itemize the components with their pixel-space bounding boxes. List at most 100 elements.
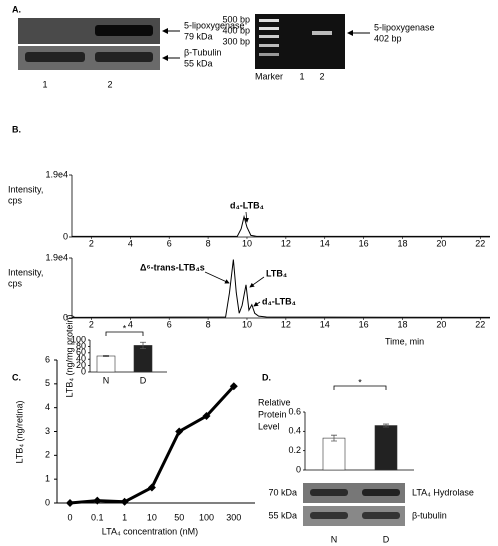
- peak-arrow: [253, 301, 261, 307]
- x-tick-label: 12: [281, 238, 291, 248]
- peak-label: Δ⁶-trans-LTB₄s: [140, 262, 205, 272]
- x-tick-label: 12: [281, 319, 291, 329]
- blot-size: 70 kDa: [268, 487, 297, 497]
- y-tick-label: 0: [63, 231, 68, 241]
- x-tick-label: 6: [167, 238, 172, 248]
- lane-label: 2: [107, 79, 112, 89]
- lane-label: 1: [42, 79, 47, 89]
- x-tick-label: 0.1: [91, 512, 104, 522]
- y-tick-label: 6: [45, 354, 50, 364]
- x-tick-label: 2: [89, 238, 94, 248]
- x-tick-label: 16: [359, 319, 369, 329]
- y-tick-label: 5: [45, 378, 50, 388]
- y-tick-label: 1.9e4: [45, 252, 68, 262]
- x-tick-label: 8: [206, 238, 211, 248]
- significance-bracket: [333, 385, 387, 390]
- x-tick-label: 1: [122, 512, 127, 522]
- x-tick-label: 14: [320, 319, 330, 329]
- x-tick-label: N: [331, 534, 338, 544]
- gel-label: 402 bp: [374, 33, 402, 43]
- x-tick-label: 20: [436, 319, 446, 329]
- y-axis-label: LTB₄ (ng/mg protein): [64, 314, 74, 397]
- x-tick-label: 22: [475, 319, 485, 329]
- y-tick-label: 40: [76, 354, 86, 364]
- x-tick-label: 10: [242, 238, 252, 248]
- x-tick-label: 100: [199, 512, 214, 522]
- x-axis-label: Time, min: [385, 336, 424, 346]
- x-tick-label: 50: [174, 512, 184, 522]
- x-tick-label: 4: [128, 319, 133, 329]
- x-tick-label: 300: [226, 512, 241, 522]
- gel-label: 5-lipoxygenase: [374, 22, 435, 32]
- x-axis-label: LTA₄ concentration (nM): [102, 526, 198, 536]
- bar: [322, 437, 346, 471]
- marker: [175, 427, 184, 436]
- error-bar: [140, 341, 146, 350]
- x-tick-label: 4: [128, 238, 133, 248]
- error-bar: [383, 423, 389, 428]
- y-axis-label: Intensity,: [8, 267, 43, 277]
- y-tick-label: 0.4: [288, 426, 301, 436]
- gel-size: 300 bp: [222, 36, 250, 46]
- y-tick-label: 60: [76, 347, 86, 357]
- trace: [71, 259, 491, 318]
- blot-size: 55 kDa: [268, 510, 297, 520]
- y-axis-label: Protein: [258, 409, 287, 419]
- x-tick-label: D: [140, 375, 147, 385]
- blot-label: LTA₄ Hydrolase: [412, 487, 474, 497]
- x-tick-label: 18: [398, 238, 408, 248]
- blot-label: β-Tubulin: [184, 47, 221, 57]
- peak-label: d₄-LTB₄: [230, 200, 264, 210]
- panel-label: A.: [12, 4, 21, 14]
- gel-image: [255, 14, 370, 69]
- bar: [374, 425, 398, 471]
- bar: [96, 355, 116, 373]
- gel-lane: 1: [299, 71, 304, 81]
- blot-label: 5-lipoxygenase: [184, 20, 245, 30]
- x-tick-label: 22: [475, 238, 485, 248]
- blot-label: 55 kDa: [184, 58, 213, 68]
- y-axis-label: cps: [8, 195, 23, 205]
- y-tick-label: 20: [76, 360, 86, 370]
- y-tick-label: 0: [45, 497, 50, 507]
- lta4h-blot: [303, 483, 405, 526]
- panel-label: B.: [12, 124, 21, 134]
- peak-label: d₄-LTB₄: [262, 296, 296, 306]
- y-tick-label: 0: [296, 464, 301, 474]
- blot-label: 79 kDa: [184, 31, 213, 41]
- gel-size: 500 bp: [222, 14, 250, 24]
- gel-lane: 2: [319, 71, 324, 81]
- x-tick-label: 10: [147, 512, 157, 522]
- gel-lane: Marker: [255, 71, 283, 81]
- significance: *: [123, 323, 127, 333]
- y-tick-label: 1.9e4: [45, 169, 68, 179]
- y-tick-label: 3: [45, 426, 50, 436]
- x-tick-label: 16: [359, 238, 369, 248]
- panel-label: C.: [12, 372, 21, 382]
- marker: [202, 412, 211, 421]
- bar: [133, 345, 153, 373]
- x-tick-label: 20: [436, 238, 446, 248]
- y-axis-label: Level: [258, 421, 280, 431]
- y-axis-label: cps: [8, 278, 23, 288]
- x-tick-label: 6: [167, 319, 172, 329]
- x-tick-label: D: [383, 534, 390, 544]
- y-tick-label: 2: [45, 450, 50, 460]
- peak-arrow: [249, 276, 265, 288]
- marker: [93, 496, 102, 505]
- peak-arrow: [204, 271, 230, 284]
- western-blot: [18, 18, 180, 70]
- error-bar: [331, 434, 337, 442]
- y-axis-label: Relative: [258, 397, 291, 407]
- y-tick-label: 0: [63, 312, 68, 322]
- peak-arrow: [244, 211, 249, 223]
- panel-label: D.: [262, 372, 271, 382]
- x-tick-label: 2: [89, 319, 94, 329]
- marker: [66, 499, 74, 507]
- trace: [72, 214, 490, 237]
- gel-size: 400 bp: [222, 25, 250, 35]
- x-tick-label: N: [103, 375, 110, 385]
- y-tick-label: 4: [45, 402, 50, 412]
- y-tick-label: 1: [45, 474, 50, 484]
